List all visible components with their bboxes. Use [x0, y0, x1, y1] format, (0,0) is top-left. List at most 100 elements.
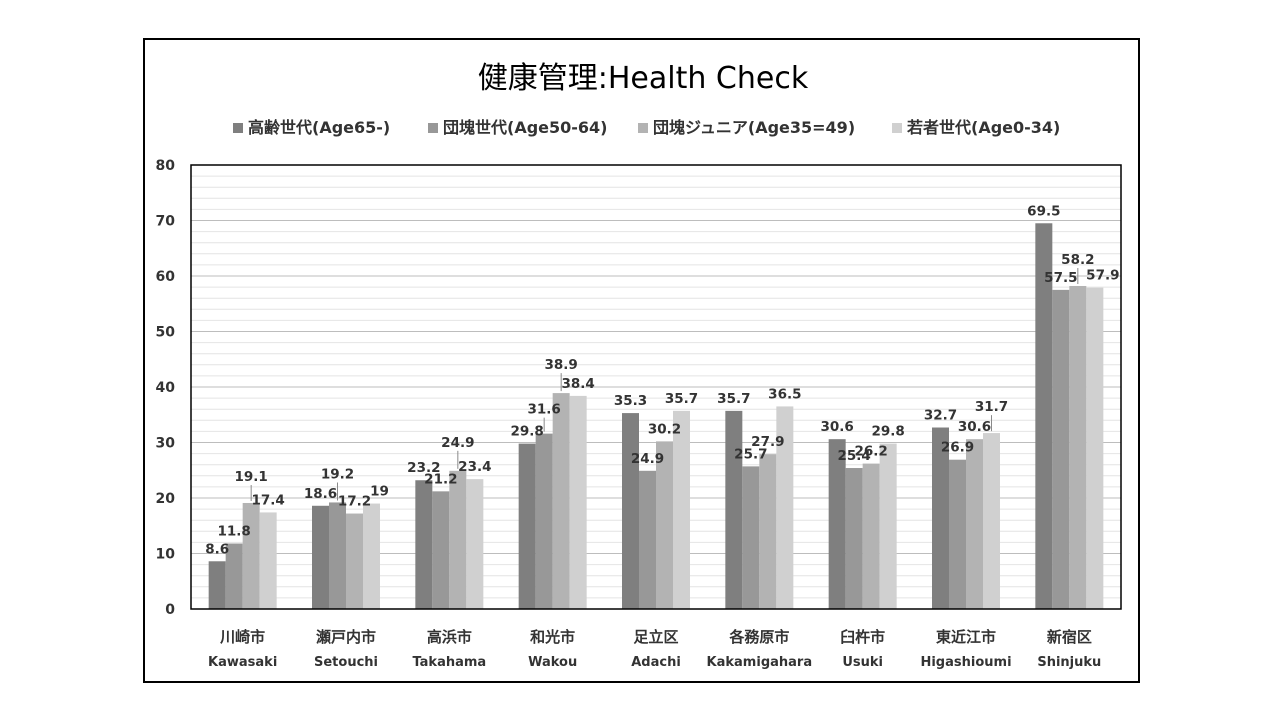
data-label: 21.2 [424, 471, 457, 487]
data-label: 38.9 [545, 357, 578, 373]
data-label: 24.9 [631, 451, 664, 467]
data-label: 38.4 [562, 376, 595, 392]
x-tick-label-ja: 各務原市 [728, 628, 789, 646]
y-tick-label: 60 [156, 269, 176, 285]
y-tick-label: 10 [156, 547, 176, 563]
data-label: 26.9 [941, 440, 974, 456]
x-tick-label-en: Wakou [528, 655, 577, 670]
chart-title: 健康管理:Health Check [478, 61, 809, 96]
data-label: 30.6 [958, 419, 991, 435]
bar [966, 439, 983, 609]
bar [1086, 287, 1104, 609]
data-label: 19 [370, 484, 389, 500]
data-label: 35.7 [665, 391, 698, 407]
data-label: 57.9 [1086, 268, 1119, 284]
bar [1052, 289, 1070, 609]
bar [622, 413, 639, 609]
bar [225, 543, 243, 609]
x-tick-label-en: Adachi [631, 655, 681, 670]
x-tick-label-ja: 高浜市 [427, 628, 472, 646]
x-tick-label-en: Shinjuku [1037, 655, 1101, 670]
data-label: 18.6 [304, 486, 337, 502]
data-label: 19.1 [235, 469, 268, 485]
bar [569, 395, 587, 609]
data-label: 32.7 [924, 408, 957, 424]
legend-entry: 団塊ジュニア(Age35=49) [653, 118, 855, 137]
data-label: 29.8 [511, 424, 544, 440]
data-label: 57.5 [1044, 270, 1077, 286]
legend-swatch [233, 123, 243, 133]
bars [208, 223, 1104, 609]
y-tick-label: 70 [156, 214, 176, 230]
bar [415, 480, 433, 609]
bar [466, 479, 484, 609]
y-tick-label: 0 [165, 602, 175, 618]
data-label: 17.2 [338, 494, 371, 510]
x-tick-label-ja: 和光市 [530, 628, 575, 646]
data-labels: 8.611.8 19.1 17.4 18.6 19.2 17.219 23.221.2 24.… [205, 203, 1119, 557]
bar [639, 470, 656, 609]
data-label: 19.2 [321, 466, 354, 482]
legend-entry: 若者世代(Age0-34) [906, 118, 1060, 137]
x-tick-label-ja: 川崎市 [219, 628, 265, 646]
bar [518, 443, 536, 609]
x-tick-label-ja: 足立区 [633, 628, 678, 646]
data-label: 58.2 [1061, 252, 1094, 268]
plot-area-border [190, 164, 1122, 610]
data-label: 25.4 [838, 448, 871, 464]
data-label: 23.2 [407, 460, 440, 476]
data-label: 35.3 [614, 393, 647, 409]
x-tick-label-en: Kakamigahara [707, 655, 813, 670]
bar [242, 502, 260, 609]
y-axis: 0 10 20 30 40 50 60 70 80 [156, 158, 176, 618]
legend-swatch [638, 123, 648, 133]
y-tick-label: 40 [156, 380, 176, 396]
legend-entry: 高齢世代(Age65-) [248, 118, 390, 137]
data-label: 26.2 [855, 444, 888, 460]
bar [949, 459, 966, 609]
x-tick-label-ja: 東近江市 [936, 628, 996, 646]
bar [932, 427, 949, 609]
data-label: 25.7 [734, 446, 767, 462]
data-label: 27.9 [751, 434, 784, 450]
data-label: 24.9 [441, 435, 474, 451]
x-tick-label-en: Usuki [842, 655, 883, 670]
data-label: 8.6 [205, 541, 229, 557]
y-tick-label: 80 [156, 158, 176, 174]
x-tick-label-ja: 臼杵市 [840, 628, 885, 646]
y-tick-label: 20 [156, 491, 176, 507]
x-tick-label-en: Kawasaki [208, 655, 277, 670]
bar [552, 393, 570, 609]
bar [259, 512, 277, 609]
bar [742, 466, 760, 609]
bar [312, 505, 329, 609]
data-label: 31.7 [975, 399, 1008, 415]
bar [828, 439, 846, 609]
y-tick-label: 30 [156, 436, 176, 452]
bar [535, 433, 553, 609]
bar [879, 443, 897, 609]
bar [776, 406, 794, 609]
data-label: 17.4 [252, 492, 285, 508]
bar [208, 561, 226, 609]
data-label: 35.7 [717, 391, 750, 407]
bar [432, 491, 450, 609]
bar-chart: 健康管理:Health Check 高齢世代(Age65-) 団塊世代(Age50… [156, 61, 1122, 670]
data-label: 30.6 [821, 419, 854, 435]
bar [759, 454, 777, 609]
bar [656, 441, 673, 609]
bar [725, 410, 743, 609]
x-tick-label-en: Higashioumi [920, 655, 1011, 670]
data-label: 30.2 [648, 421, 681, 437]
x-tick-label-ja: 新宿区 [1047, 628, 1092, 646]
data-label: 69.5 [1027, 203, 1060, 219]
x-tick-label-en: Takahama [412, 655, 486, 670]
bar [1069, 285, 1087, 609]
bar [845, 468, 863, 609]
legend-swatch [892, 123, 902, 133]
x-tick-label-ja: 瀬戸内市 [316, 628, 376, 646]
data-label: 29.8 [872, 424, 905, 440]
data-label: 36.5 [768, 386, 801, 402]
legend: 高齢世代(Age65-) 団塊世代(Age50-64) 団塊ジュニア(Age35=4… [233, 118, 1060, 137]
legend-swatch [428, 123, 438, 133]
